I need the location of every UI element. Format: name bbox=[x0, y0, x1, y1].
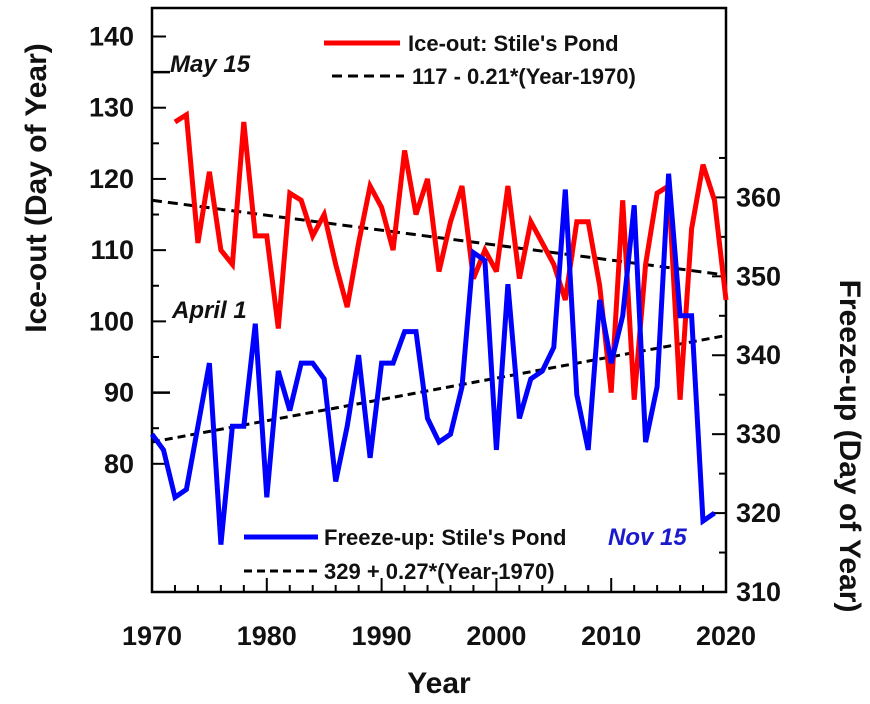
data-series bbox=[149, 110, 729, 545]
legend-label-freeze-up-trend: 329 + 0.27*(Year-1970) bbox=[324, 559, 555, 584]
y-right-tick-label: 320 bbox=[736, 498, 781, 528]
y-left-tick-label: 90 bbox=[104, 378, 134, 408]
legend-bottom: Freeze-up: Stile's Pond 329 + 0.27*(Year… bbox=[244, 525, 566, 584]
x-tick-label: 2020 bbox=[696, 621, 756, 651]
x-axis-title: Year bbox=[407, 667, 471, 700]
y-right-tick-label: 350 bbox=[736, 261, 781, 291]
y-left-tick-label: 100 bbox=[89, 306, 134, 336]
legend-top: Ice-out: Stile's Pond 117 - 0.21*(Year-1… bbox=[324, 31, 636, 89]
legend-label-ice-out-trend: 117 - 0.21*(Year-1970) bbox=[412, 64, 636, 89]
y-right-tick-label: 360 bbox=[736, 182, 781, 212]
annotation-april-1: April 1 bbox=[171, 297, 247, 324]
y-axis-title-left: Ice-out (Day of Year) bbox=[20, 43, 53, 333]
x-tick-label: 2010 bbox=[581, 621, 641, 651]
y-left-tick-label: 140 bbox=[89, 21, 134, 51]
axis-ticks bbox=[151, 35, 727, 593]
y-right-tick-label: 330 bbox=[736, 419, 781, 449]
y-right-tick-label: 340 bbox=[736, 340, 781, 370]
annotation-may-15: May 15 bbox=[170, 51, 251, 78]
y-left-tick-label: 80 bbox=[104, 449, 134, 479]
x-tick-label: 1990 bbox=[352, 621, 412, 651]
annotation-nov-15: Nov 15 bbox=[608, 524, 687, 551]
y-axis-title-right: Freeze-up (Day of Year) bbox=[833, 280, 866, 613]
y-right-tick-label: 310 bbox=[736, 577, 781, 607]
series-line-freeze-up bbox=[149, 173, 716, 545]
x-tick-label: 1970 bbox=[122, 621, 182, 651]
y-left-tick-label: 120 bbox=[89, 164, 134, 194]
legend-label-freeze-up: Freeze-up: Stile's Pond bbox=[324, 525, 566, 550]
x-tick-label: 1980 bbox=[237, 621, 297, 651]
x-tick-label: 2000 bbox=[466, 621, 526, 651]
series-line-ice-out bbox=[173, 110, 729, 400]
y-left-tick-label: 110 bbox=[90, 235, 134, 265]
legend-label-ice-out: Ice-out: Stile's Pond bbox=[408, 31, 619, 56]
y-left-tick-label: 130 bbox=[89, 93, 134, 123]
tick-labels: 1970 1980 1990 2000 2010 2020 80 90 100 110 120 130… bbox=[89, 21, 781, 651]
